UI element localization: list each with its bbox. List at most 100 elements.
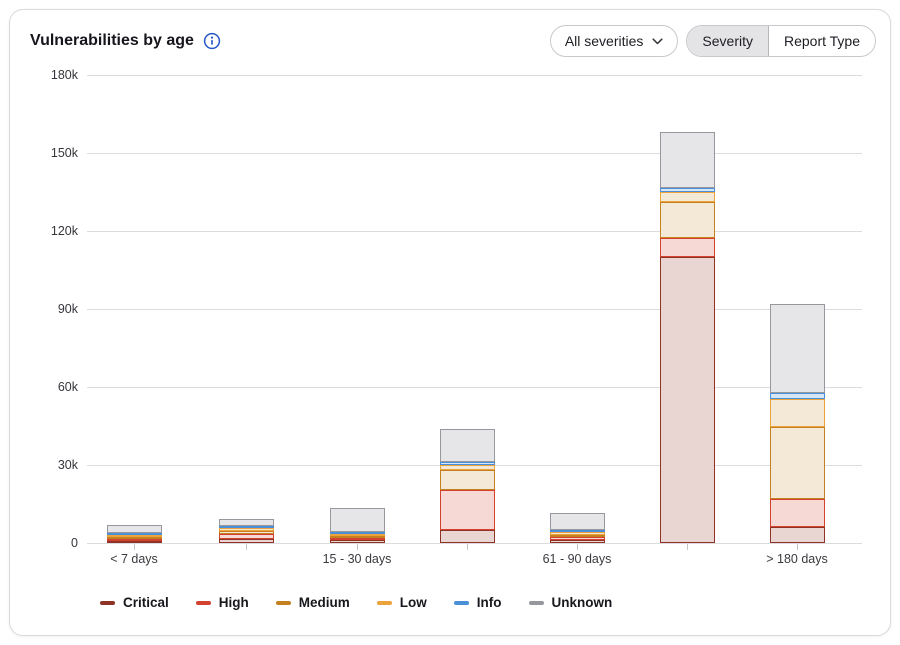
bar-2[interactable] bbox=[218, 75, 274, 543]
bar-segment-unknown[interactable] bbox=[549, 513, 605, 530]
bar-7[interactable] bbox=[769, 75, 825, 543]
bar-segment-critical[interactable] bbox=[659, 257, 715, 543]
x-axis-label: 15 - 30 days bbox=[322, 552, 392, 566]
x-axis-label: < 7 days bbox=[110, 552, 158, 566]
bar-segment-info[interactable] bbox=[549, 529, 605, 532]
gridline bbox=[87, 543, 862, 544]
bar-segment-low[interactable] bbox=[549, 531, 605, 535]
x-axis-tick bbox=[467, 544, 468, 550]
bar-segment-medium[interactable] bbox=[218, 531, 274, 535]
gridline bbox=[87, 387, 862, 388]
bar-segment-info[interactable] bbox=[769, 392, 825, 399]
legend-item-unknown[interactable]: Unknown bbox=[528, 595, 612, 610]
bar-segment-medium[interactable] bbox=[106, 537, 162, 539]
legend-swatch-info bbox=[453, 600, 469, 605]
bar-segment-high[interactable] bbox=[106, 539, 162, 541]
x-axis-label: 61 - 90 days bbox=[542, 552, 612, 566]
gridline bbox=[87, 153, 862, 154]
x-axis-tick bbox=[577, 544, 578, 550]
bar-segment-critical[interactable] bbox=[329, 540, 385, 543]
x-axis-label: > 180 days bbox=[766, 552, 828, 566]
severity-filter-label: All severities bbox=[564, 33, 644, 49]
page-title: Vulnerabilities by age bbox=[30, 32, 194, 49]
legend-item-high[interactable]: High bbox=[195, 595, 249, 610]
gridline bbox=[87, 231, 862, 232]
x-axis-tick bbox=[357, 544, 358, 550]
legend-item-info[interactable]: Info bbox=[453, 595, 502, 610]
view-toggle: Severity Report Type bbox=[686, 25, 876, 57]
y-axis-label: 120k bbox=[50, 224, 78, 238]
bar-segment-low[interactable] bbox=[329, 533, 385, 536]
y-axis-label: 180k bbox=[50, 68, 78, 82]
y-axis-label: 30k bbox=[57, 458, 78, 472]
legend-swatch-medium bbox=[275, 600, 291, 605]
legend-swatch-unknown bbox=[528, 600, 544, 605]
bar-segment-critical[interactable] bbox=[549, 539, 605, 543]
bar-segment-medium[interactable] bbox=[439, 470, 495, 490]
bar-segment-high[interactable] bbox=[329, 537, 385, 541]
bar-3[interactable] bbox=[329, 75, 385, 543]
bar-segment-unknown[interactable] bbox=[659, 132, 715, 189]
toggle-option-severity[interactable]: Severity bbox=[687, 26, 769, 56]
bar-segment-high[interactable] bbox=[659, 237, 715, 257]
bar-segment-info[interactable] bbox=[439, 461, 495, 466]
bar-segment-medium[interactable] bbox=[659, 202, 715, 238]
toggle-option-report-type[interactable]: Report Type bbox=[783, 33, 860, 49]
bar-segment-info[interactable] bbox=[659, 188, 715, 193]
x-axis-tick bbox=[687, 544, 688, 550]
legend-label: Info bbox=[476, 595, 502, 610]
bar-segment-high[interactable] bbox=[439, 489, 495, 530]
bar-segment-unknown[interactable] bbox=[218, 518, 274, 526]
y-axis-label: 60k bbox=[57, 380, 78, 394]
bar-segment-info[interactable] bbox=[329, 531, 385, 534]
legend-item-low[interactable]: Low bbox=[376, 595, 427, 610]
bar-segment-critical[interactable] bbox=[769, 527, 825, 543]
legend-item-medium[interactable]: Medium bbox=[275, 595, 350, 610]
bar-segment-high[interactable] bbox=[769, 498, 825, 528]
legend-label: Medium bbox=[298, 595, 350, 610]
bar-segment-medium[interactable] bbox=[769, 427, 825, 499]
bar-segment-low[interactable] bbox=[769, 398, 825, 428]
info-icon[interactable] bbox=[203, 32, 221, 50]
legend-swatch-critical bbox=[100, 600, 115, 605]
gridline bbox=[87, 75, 862, 76]
bar-segment-critical[interactable] bbox=[106, 541, 162, 543]
legend-swatch-high bbox=[195, 600, 211, 605]
x-axis-tick bbox=[797, 544, 798, 550]
bar-segment-high[interactable] bbox=[218, 534, 274, 540]
bar-segment-critical[interactable] bbox=[439, 530, 495, 543]
bar-segment-unknown[interactable] bbox=[769, 304, 825, 393]
bar-segment-info[interactable] bbox=[106, 533, 162, 535]
bar-4[interactable] bbox=[439, 75, 495, 543]
severity-filter-dropdown[interactable]: All severities bbox=[549, 25, 679, 57]
bar-segment-low[interactable] bbox=[439, 465, 495, 471]
bar-segment-unknown[interactable] bbox=[329, 507, 385, 532]
gridline bbox=[87, 309, 862, 310]
y-axis-label: 0 bbox=[71, 536, 78, 550]
bar-segment-low[interactable] bbox=[218, 527, 274, 532]
x-axis-tick bbox=[246, 544, 247, 550]
legend-swatch-low bbox=[376, 600, 392, 605]
bar-segment-medium[interactable] bbox=[549, 534, 605, 537]
legend-item-critical[interactable]: Critical bbox=[100, 595, 169, 610]
chevron-down-icon bbox=[652, 37, 663, 45]
y-axis-label: 90k bbox=[57, 302, 78, 316]
bar-segment-low[interactable] bbox=[659, 192, 715, 203]
x-axis-tick bbox=[134, 544, 135, 550]
legend-label: Low bbox=[399, 595, 427, 610]
bar-1[interactable] bbox=[106, 75, 162, 543]
chart-legend: Critical High Medium Low Info Unknown bbox=[100, 595, 612, 610]
bar-segment-info[interactable] bbox=[218, 525, 274, 528]
bar-segment-unknown[interactable] bbox=[439, 429, 495, 462]
chart-header: Vulnerabilities by age All severities Se… bbox=[30, 24, 876, 58]
y-axis-label: 150k bbox=[50, 146, 78, 160]
bar-segment-critical[interactable] bbox=[218, 539, 274, 543]
legend-label: Critical bbox=[123, 595, 169, 610]
bar-5[interactable] bbox=[549, 75, 605, 543]
legend-label: High bbox=[218, 595, 249, 610]
bar-segment-medium[interactable] bbox=[329, 535, 385, 538]
bar-6[interactable] bbox=[659, 75, 715, 543]
bar-segment-unknown[interactable] bbox=[106, 525, 162, 533]
bar-segment-low[interactable] bbox=[106, 535, 162, 537]
bar-segment-high[interactable] bbox=[549, 536, 605, 540]
